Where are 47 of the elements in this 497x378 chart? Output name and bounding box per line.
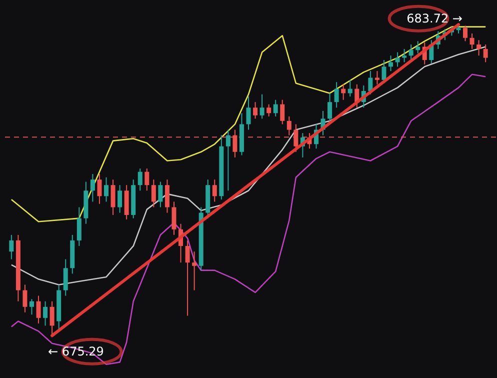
candlestick: [63, 258, 68, 296]
candlestick: [104, 176, 108, 202]
candlestick: [286, 116, 292, 136]
candlestick: [470, 32, 474, 50]
candlestick: [185, 240, 190, 316]
candlestick: [348, 79, 352, 98]
candlestick: [395, 52, 400, 68]
candlestick: [43, 300, 48, 326]
candlestick: [138, 168, 142, 192]
candlestick: [226, 129, 230, 192]
candlestick: [144, 168, 150, 192]
candlestick: [192, 251, 197, 291]
candlestick: [29, 298, 34, 316]
candlestick: [388, 55, 393, 72]
candlestick: [151, 179, 156, 208]
candlestick: [402, 48, 407, 63]
candlestick: [416, 40, 420, 54]
candlestick: [158, 181, 163, 208]
candlestick: [273, 99, 278, 117]
candlestick: [294, 124, 298, 152]
candlestick: [374, 70, 380, 85]
candlestick: [36, 295, 41, 324]
candlestick: [328, 92, 332, 122]
candlestick: [118, 184, 122, 214]
candlestick: [280, 99, 285, 125]
candlestick: [9, 234, 14, 260]
candlestick: [253, 102, 258, 120]
candlestick: [76, 206, 82, 246]
candlestick: [50, 300, 54, 336]
candlestick: [408, 44, 414, 61]
candlestick: [110, 179, 116, 216]
candlestick: [483, 44, 488, 63]
candlestick: [266, 104, 272, 117]
candlestick: [22, 284, 28, 313]
candlestick: [246, 96, 251, 130]
candlestick: [368, 70, 373, 95]
candlestick: [172, 201, 176, 236]
candlestick: [212, 179, 217, 202]
candlestick: [476, 40, 482, 56]
candlestick: [334, 82, 339, 108]
candlestick: [164, 179, 170, 214]
candlestick: [341, 84, 346, 100]
candlestick: [232, 129, 238, 158]
candlestick: [463, 25, 468, 42]
candlestick: [90, 174, 95, 202]
candlestick: [97, 174, 102, 204]
candlestick: [260, 94, 264, 120]
